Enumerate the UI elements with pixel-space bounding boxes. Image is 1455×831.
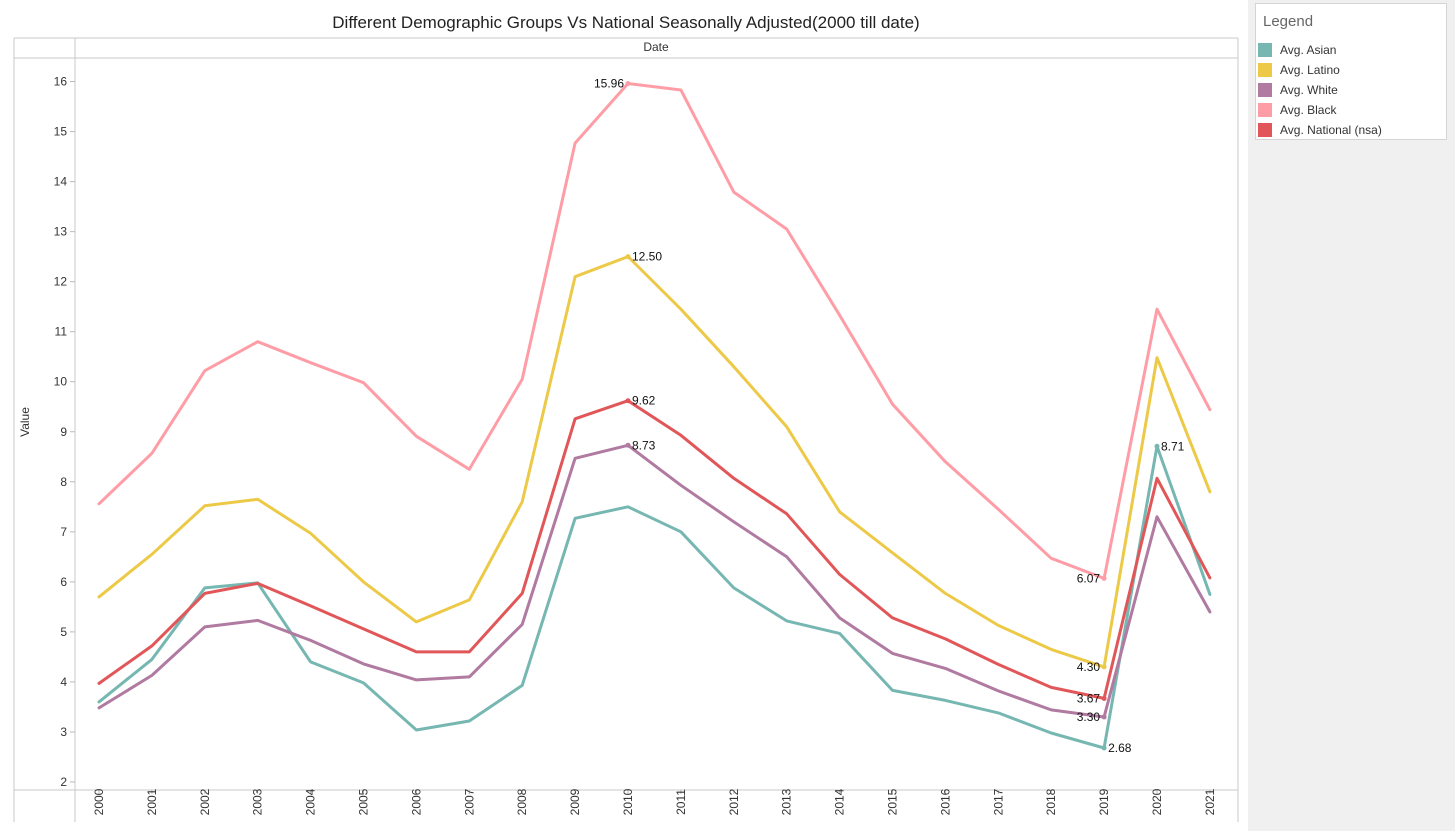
data-label: 4.30	[1077, 660, 1101, 674]
legend-item[interactable]: Avg. National (nsa)	[1258, 120, 1382, 140]
y-tick-label: 16	[54, 75, 68, 89]
y-tick-label: 12	[54, 275, 68, 289]
legend-label: Avg. Asian	[1280, 43, 1337, 57]
legend-label: Avg. Latino	[1280, 63, 1340, 77]
legend-label: Avg. National (nsa)	[1280, 123, 1382, 137]
x-tick-label: 2006	[409, 788, 423, 815]
y-tick-label: 2	[60, 775, 67, 789]
x-axis: 2000 2001 2002 2003 2004 2005 2006 2007 2008 2009…	[92, 788, 1217, 815]
legend-swatch	[1258, 83, 1272, 97]
x-tick-label: 2016	[938, 788, 952, 815]
x-header-label: Date	[643, 40, 669, 54]
series-line-avg-black	[97, 82, 1212, 580]
data-point-marker	[1101, 575, 1107, 581]
data-point-marker	[625, 398, 631, 404]
legend-item[interactable]: Avg. Latino	[1258, 60, 1382, 80]
legend-swatch	[1258, 103, 1272, 117]
legend-swatch	[1258, 123, 1272, 137]
x-tick-label: 2000	[92, 788, 106, 815]
y-tick-label: 13	[54, 225, 68, 239]
x-tick-label: 2020	[1150, 788, 1164, 815]
y-tick-label: 9	[60, 425, 67, 439]
x-tick-label: 2018	[1044, 788, 1058, 815]
data-point-marker	[1101, 664, 1107, 670]
series-line-avg-latino	[97, 255, 1212, 669]
chart-title: Different Demographic Groups Vs National…	[332, 13, 919, 32]
data-point-marker	[625, 442, 631, 448]
y-tick-label: 5	[60, 625, 67, 639]
legend-label: Avg. White	[1280, 83, 1338, 97]
data-label: 8.73	[632, 438, 656, 452]
x-tick-label: 2021	[1203, 788, 1217, 815]
y-axis-label: Value	[18, 407, 32, 437]
x-tick-label: 2009	[568, 788, 582, 815]
line-chart: Different Demographic Groups Vs National…	[13, 13, 1239, 822]
data-label: 8.71	[1161, 439, 1185, 453]
data-label: 12.50	[632, 250, 662, 264]
legend-title: Legend	[1263, 13, 1314, 30]
x-tick-label: 2004	[304, 788, 318, 815]
x-tick-label: 2008	[515, 788, 529, 815]
legend-item[interactable]: Avg. Black	[1258, 100, 1382, 120]
y-tick-label: 3	[60, 725, 67, 739]
data-label: 15.96	[594, 77, 624, 91]
x-tick-label: 2017	[991, 788, 1005, 815]
data-point-marker	[1101, 745, 1107, 751]
legend-items: Avg. Asian Avg. Latino Avg. White Avg. Blac…	[1258, 40, 1382, 140]
y-tick-label: 11	[55, 325, 68, 339]
data-point-marker	[1101, 695, 1107, 701]
x-tick-label: 2013	[780, 788, 794, 815]
legend: Legend Avg. Asian Avg. Latino Avg. White Av…	[1255, 3, 1447, 140]
data-point-marker	[1154, 443, 1160, 449]
plot-frame	[13, 37, 1239, 822]
y-tick-label: 4	[60, 675, 67, 689]
legend-swatch	[1258, 43, 1272, 57]
x-tick-label: 2007	[462, 788, 476, 815]
y-tick-label: 7	[60, 525, 67, 539]
legend-swatch	[1258, 63, 1272, 77]
series-lines	[97, 82, 1212, 750]
x-tick-label: 2010	[621, 788, 635, 815]
legend-item[interactable]: Avg. Asian	[1258, 40, 1382, 60]
data-point-marker	[625, 81, 631, 87]
x-tick-label: 2012	[727, 788, 741, 815]
y-tick-label: 15	[54, 125, 68, 139]
x-tick-label: 2011	[674, 789, 688, 815]
x-tick-label: 2001	[145, 788, 159, 815]
y-axis: 2 3 4 5 6 7 8 9 10 11 12 13 14 15 16	[54, 75, 75, 789]
data-label: 6.07	[1077, 571, 1101, 585]
x-tick-label: 2005	[357, 788, 371, 815]
data-label: 2.68	[1108, 741, 1132, 755]
series-line-avg-asian	[97, 444, 1212, 750]
x-tick-label: 2019	[1097, 788, 1111, 815]
x-tick-label: 2014	[833, 788, 847, 815]
data-label: 3.67	[1077, 691, 1101, 705]
x-tick-label: 2003	[251, 788, 265, 815]
x-tick-label: 2002	[198, 788, 212, 815]
data-label: 9.62	[632, 394, 656, 408]
series-line-avg-white	[97, 443, 1212, 719]
data-point-marker	[1101, 714, 1107, 720]
series-line-avg-national-nsa	[97, 399, 1212, 700]
legend-item[interactable]: Avg. White	[1258, 80, 1382, 100]
y-tick-label: 14	[54, 175, 68, 189]
legend-label: Avg. Black	[1280, 103, 1337, 117]
data-label: 3.30	[1077, 710, 1101, 724]
data-point-marker	[625, 254, 631, 260]
annotations: 15.96 12.50 9.62 8.73 6.07 4.30 3.67 3.30 2.68 8.…	[594, 77, 1185, 755]
y-tick-label: 10	[54, 375, 68, 389]
y-tick-label: 6	[60, 575, 67, 589]
x-tick-label: 2015	[886, 788, 900, 815]
y-tick-label: 8	[60, 475, 67, 489]
